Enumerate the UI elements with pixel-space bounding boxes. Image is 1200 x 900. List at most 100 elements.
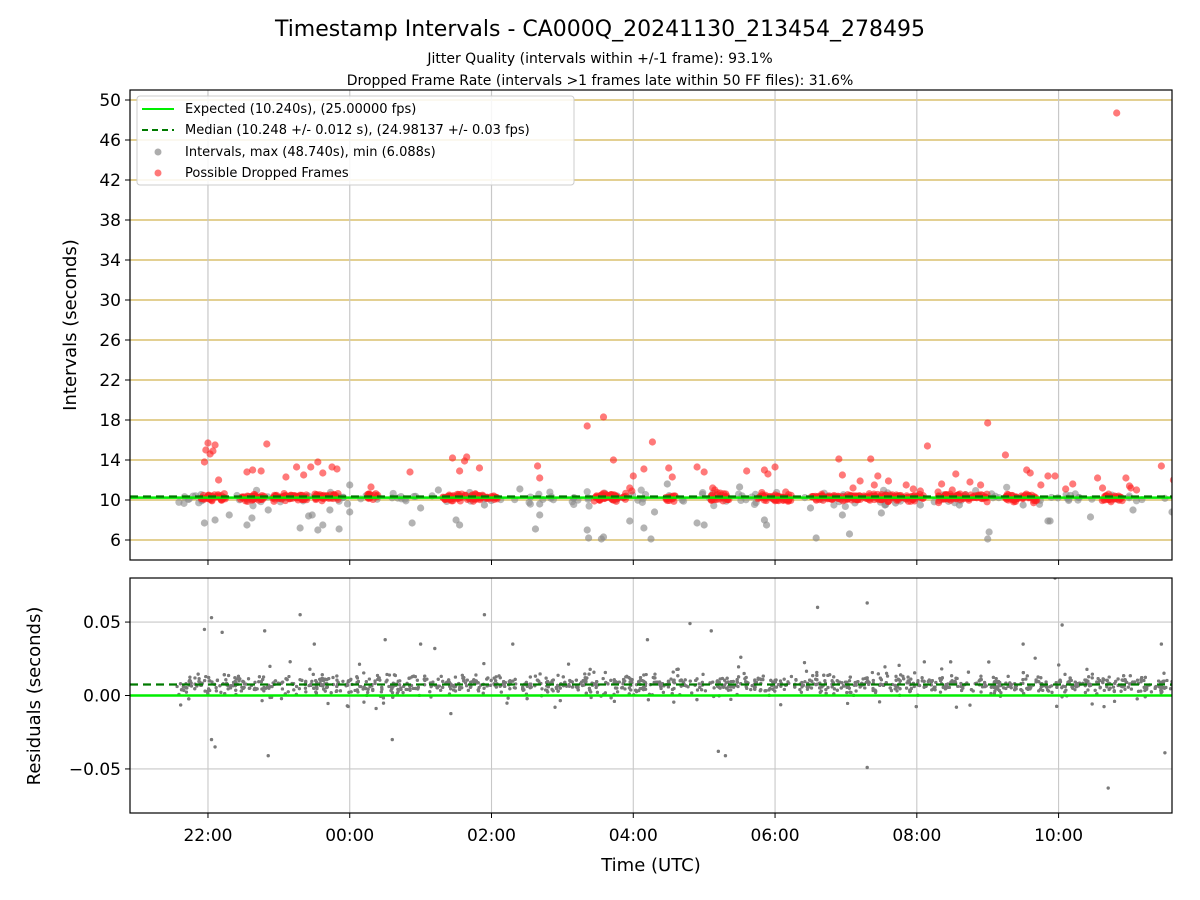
residual-point	[423, 674, 427, 678]
residual-point	[947, 685, 951, 690]
residual-point	[320, 683, 324, 687]
residual-point	[346, 704, 350, 709]
residual-point	[279, 697, 284, 701]
residual-point	[877, 700, 882, 704]
residual-point	[379, 690, 383, 694]
residual-point	[326, 701, 330, 706]
residual-point	[1164, 685, 1168, 690]
residual-point	[224, 678, 228, 682]
interval-point	[830, 501, 838, 509]
interval-point	[326, 506, 334, 514]
residual-point	[759, 678, 763, 682]
residual-point	[566, 662, 571, 666]
residuals-y-axis-label: Residuals (seconds)	[24, 607, 45, 786]
interval-point	[1129, 506, 1137, 514]
residual-point	[213, 745, 217, 749]
residual-point	[1142, 678, 1146, 683]
dropped-frame-point	[764, 470, 772, 478]
residual-point	[627, 686, 632, 690]
interval-point	[296, 524, 304, 532]
residual-point	[1135, 678, 1140, 682]
residual-point	[570, 685, 575, 689]
residual-point	[960, 688, 964, 693]
dropped-frame-point	[909, 485, 917, 493]
residual-point	[233, 679, 237, 684]
residual-point	[979, 690, 983, 694]
residual-point	[811, 674, 815, 678]
residual-point	[239, 689, 243, 693]
residual-point	[1136, 689, 1141, 693]
residual-point	[582, 683, 586, 687]
dropped-frame-point	[307, 463, 315, 471]
residual-point	[989, 685, 993, 689]
residual-point	[609, 678, 613, 683]
residual-point	[436, 677, 440, 681]
residual-point	[346, 679, 351, 683]
residual-point	[260, 687, 264, 691]
interval-point	[200, 519, 209, 527]
dropped-frame-point	[1179, 497, 1186, 504]
residual-point	[474, 673, 478, 677]
interval-point	[583, 526, 591, 534]
residual-point	[893, 683, 897, 687]
residual-point	[594, 685, 598, 690]
residual-point	[1163, 751, 1167, 755]
residual-point	[242, 685, 246, 690]
residual-point	[189, 684, 194, 688]
dropped-frame-point	[1178, 494, 1185, 501]
residual-point	[285, 677, 289, 682]
residual-point	[556, 673, 560, 677]
residual-point	[439, 674, 443, 678]
residual-point	[1025, 686, 1029, 691]
residual-point	[726, 680, 730, 684]
residual-point	[729, 697, 733, 702]
residual-point	[588, 667, 592, 671]
interval-point	[806, 504, 815, 512]
residual-point	[661, 690, 666, 695]
interval-point	[308, 511, 316, 519]
interval-point	[585, 502, 593, 510]
residual-point	[588, 688, 592, 692]
residual-point	[866, 680, 871, 684]
residual-point	[818, 690, 822, 694]
dropped-frame-point	[838, 471, 846, 479]
interval-point	[243, 521, 251, 529]
residual-point	[492, 676, 496, 680]
residual-point	[1120, 685, 1125, 689]
dropped-frame-point	[1187, 496, 1194, 503]
residual-point	[761, 674, 765, 678]
residual-point	[1129, 687, 1134, 691]
x-tick-label: 06:00	[751, 826, 800, 846]
legend-dropped-label: Possible Dropped Frames	[185, 166, 349, 181]
interval-point	[626, 517, 634, 525]
residual-point	[219, 690, 223, 694]
residual-point	[288, 660, 292, 664]
residual-point	[1038, 687, 1043, 691]
residual-point	[1019, 688, 1023, 692]
residual-point	[413, 686, 417, 691]
intervals-panel: 50 46 42 38 34 30 26 22 18 14 10 6 Intervals (secon…	[60, 89, 1194, 565]
residual-point	[235, 677, 239, 681]
residual-point	[341, 679, 345, 683]
residual-point	[997, 689, 1002, 693]
residual-point	[502, 682, 507, 686]
dropped-frame-point	[782, 488, 790, 496]
residual-point	[912, 684, 916, 689]
residual-point	[786, 680, 790, 684]
residual-point	[1154, 684, 1158, 689]
residual-point	[447, 680, 451, 684]
residual-point	[865, 765, 869, 770]
residual-point	[247, 686, 251, 690]
residual-point	[736, 684, 740, 689]
dropped-frame-point	[1187, 496, 1194, 503]
residual-point	[854, 689, 858, 693]
dropped-frame-point	[1098, 484, 1107, 492]
residual-point	[672, 700, 676, 704]
residual-point	[934, 680, 938, 685]
residual-point	[815, 678, 819, 682]
dropped-frame-point	[243, 468, 251, 476]
residual-point	[373, 681, 377, 686]
residual-point	[253, 687, 258, 692]
residual-point	[583, 672, 587, 676]
interval-point	[985, 528, 993, 536]
